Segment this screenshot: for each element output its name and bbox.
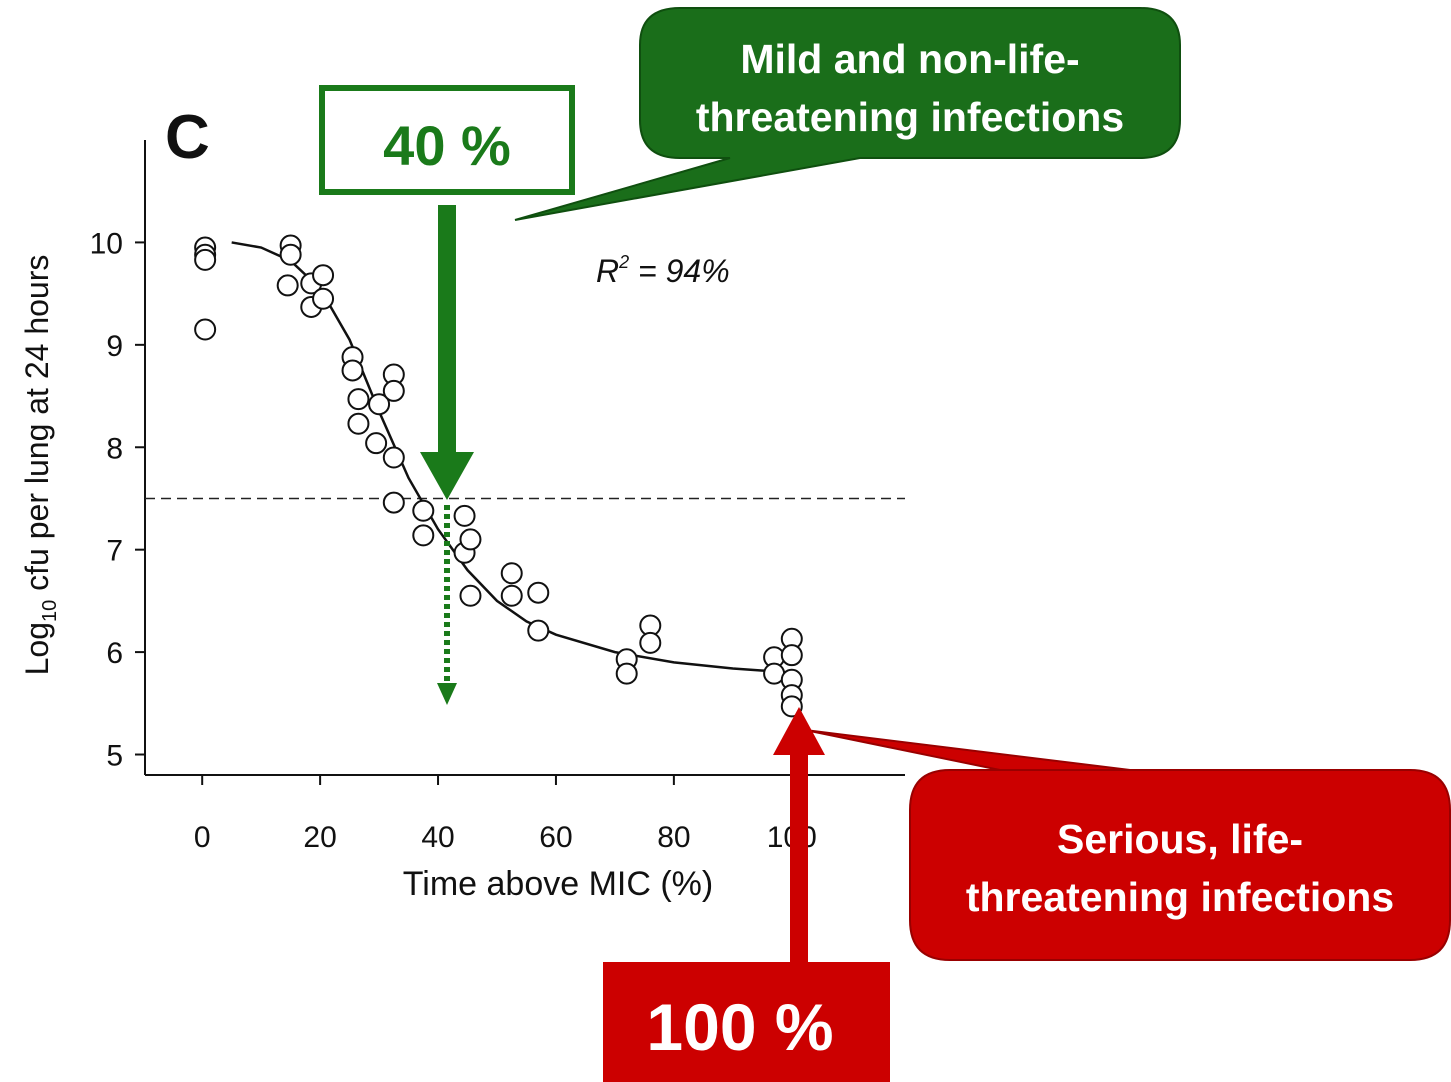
x-tick-label: 0 (194, 821, 211, 854)
mild-callout-text: Mild and non-life- (740, 36, 1079, 82)
mild-callout (514, 7, 1181, 221)
serious-callout-text: threatening infections (966, 874, 1394, 920)
data-point (527, 619, 550, 642)
r-squared: R2 = 94% (596, 252, 730, 289)
y-label-part: Log (19, 622, 55, 675)
serious-arrow (790, 752, 808, 964)
x-tick-label: 80 (657, 821, 690, 854)
mild-callout-text: threatening infections (696, 94, 1124, 140)
data-point (382, 491, 405, 514)
r-text: = 94% (629, 253, 730, 289)
data-point (412, 524, 435, 547)
x-axis-label: Time above MIC (%) (403, 865, 713, 903)
mild-box-text: 40 % (383, 114, 511, 177)
data-point (312, 264, 335, 287)
y-tick-label: 9 (106, 330, 123, 363)
mild-arrow (438, 205, 456, 455)
data-point (615, 662, 638, 685)
x-tick-label: 40 (421, 821, 454, 854)
data-point (279, 243, 302, 266)
serious-callout-text: Serious, life- (1057, 816, 1303, 862)
data-point (347, 388, 370, 411)
r-symbol: R (596, 253, 619, 289)
serious-arrow-head (773, 707, 825, 755)
x-tick-label: 20 (303, 821, 336, 854)
data-point (527, 581, 550, 604)
y-label-part: cfu per lung at 24 hours (19, 255, 55, 600)
y-tick-label: 5 (106, 740, 123, 773)
data-point (500, 584, 523, 607)
serious-box (603, 962, 890, 1082)
data-point (382, 446, 405, 469)
data-point (412, 499, 435, 522)
y-tick-label: 7 (106, 535, 123, 568)
mild-arrow-head (420, 452, 474, 500)
mild-box (319, 85, 575, 195)
data-point (500, 562, 523, 585)
data-point (341, 359, 364, 382)
y-label-subscript: 10 (39, 600, 61, 622)
data-point (347, 412, 370, 435)
data-point (639, 631, 662, 654)
serious-box-text: 100 % (646, 990, 833, 1064)
panel-label: C (165, 103, 210, 172)
data-point (276, 274, 299, 297)
x-tick-label: 60 (539, 821, 572, 854)
data-point (459, 584, 482, 607)
data-point (459, 528, 482, 551)
serious-callout (804, 729, 1451, 961)
data-point (312, 287, 335, 310)
dotted-arrow-head (437, 683, 457, 705)
data-point (194, 248, 217, 271)
y-tick-label: 10 (90, 227, 123, 260)
data-point (453, 504, 476, 527)
y-tick-label: 8 (106, 432, 123, 465)
data-point (368, 393, 391, 416)
r-superscript: 2 (618, 252, 629, 272)
y-tick-label: 6 (106, 637, 123, 670)
data-point (382, 379, 405, 402)
data-point (780, 644, 803, 667)
data-point (194, 318, 217, 341)
data-point (365, 432, 388, 455)
y-axis-label: Log10 cfu per lung at 24 hours (19, 255, 61, 676)
plot-area: 0204060801005678910 (90, 227, 905, 854)
